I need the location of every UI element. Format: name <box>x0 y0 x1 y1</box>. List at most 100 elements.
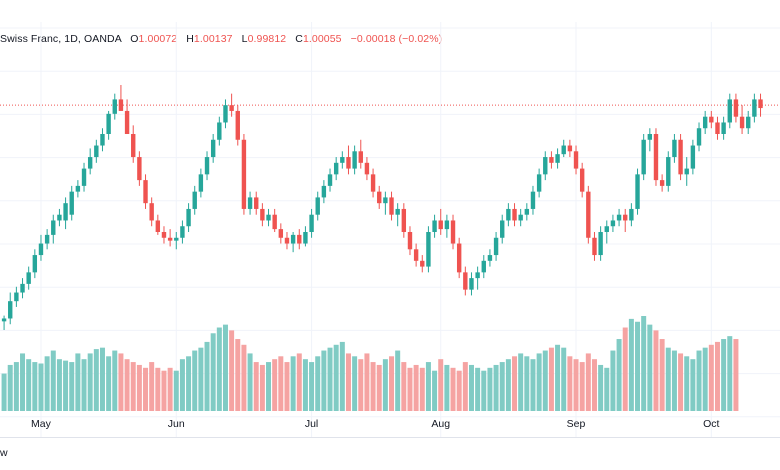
volume-bar <box>721 339 727 411</box>
candle-body <box>155 220 161 232</box>
volume-bar <box>665 347 671 411</box>
candle-body <box>38 243 44 256</box>
candle-body <box>290 234 296 244</box>
candle <box>610 214 616 232</box>
candle <box>137 151 142 186</box>
candle-body <box>321 185 327 198</box>
candle-body <box>118 99 124 111</box>
candle-body <box>75 185 81 192</box>
candle-body <box>383 197 388 204</box>
candle-body <box>235 110 240 140</box>
candle <box>463 266 468 296</box>
candle <box>721 116 726 140</box>
candle-body <box>198 174 204 192</box>
volume-bar <box>684 356 690 411</box>
candle <box>389 191 394 221</box>
candle <box>432 214 437 238</box>
candle-body <box>223 105 228 123</box>
candle-body <box>524 208 530 215</box>
candle <box>290 232 296 253</box>
candle-body <box>752 99 757 117</box>
volume-bar <box>696 350 702 411</box>
candle <box>561 139 566 158</box>
volume-bar <box>364 353 370 411</box>
candle <box>592 232 597 261</box>
candle-body <box>51 220 56 235</box>
volume-bar <box>468 364 474 411</box>
volume-bar <box>93 349 99 411</box>
candle-body <box>217 122 222 140</box>
volume-bar <box>653 330 659 411</box>
candle <box>401 203 407 238</box>
volume-bar <box>167 367 173 411</box>
candle-body <box>739 116 745 129</box>
candle-body <box>260 208 265 221</box>
candle <box>284 232 290 250</box>
candle-body <box>573 151 579 169</box>
candle-body <box>106 113 111 134</box>
candle <box>616 208 622 227</box>
volume-bar <box>192 350 198 411</box>
volume-bar <box>118 353 124 411</box>
candle <box>690 139 696 175</box>
candle-body <box>229 105 234 111</box>
candle <box>20 278 25 299</box>
volume-bar <box>714 341 720 411</box>
symbol-name[interactable]: Swiss Franc, 1D, OANDA <box>0 33 122 45</box>
candle <box>75 180 81 198</box>
candle <box>247 191 253 215</box>
candle <box>487 249 493 267</box>
volume-bar <box>99 347 105 411</box>
volume-bar <box>38 363 44 411</box>
candle <box>715 116 720 140</box>
volume-bar <box>389 356 395 411</box>
candle-body <box>44 234 50 244</box>
volume-bar <box>733 339 739 411</box>
volume-bar <box>481 370 487 411</box>
candle <box>370 168 376 198</box>
volume-bar <box>505 359 511 411</box>
candle <box>604 220 609 244</box>
candle <box>94 139 99 163</box>
candle-body <box>174 237 179 241</box>
candle <box>198 168 204 198</box>
candle <box>475 266 480 290</box>
candle <box>702 110 708 134</box>
candle <box>598 226 603 261</box>
top-toolbar <box>0 0 780 22</box>
candle-body <box>100 134 105 146</box>
candle <box>204 151 210 181</box>
candle <box>506 203 511 227</box>
candle <box>641 134 646 181</box>
candle <box>413 243 419 267</box>
volume-bar <box>475 367 481 411</box>
candle-body <box>149 203 154 221</box>
candle <box>340 151 345 169</box>
candle <box>272 208 277 232</box>
volume-bar <box>161 370 167 411</box>
low-value: 0.99812 <box>247 33 287 45</box>
volume-bar <box>641 316 647 411</box>
volume-bar <box>345 353 351 411</box>
volume-bar <box>253 362 259 411</box>
candle <box>210 134 216 163</box>
candle-body <box>63 203 68 221</box>
candle <box>444 214 450 238</box>
candle-body <box>364 162 370 175</box>
candle-body <box>254 197 259 209</box>
candle-body <box>746 116 751 129</box>
volume-bar <box>671 350 677 411</box>
candle-body <box>678 139 683 175</box>
volume-bar <box>106 356 112 411</box>
candle <box>106 110 111 140</box>
candle-body <box>567 145 573 152</box>
candle <box>8 292 13 325</box>
candle <box>746 110 751 134</box>
volume-bar <box>542 350 548 411</box>
volume-bar <box>610 350 616 411</box>
candle-body <box>487 255 493 261</box>
candle <box>377 185 382 209</box>
candle-body <box>604 226 609 232</box>
candle <box>100 128 105 152</box>
